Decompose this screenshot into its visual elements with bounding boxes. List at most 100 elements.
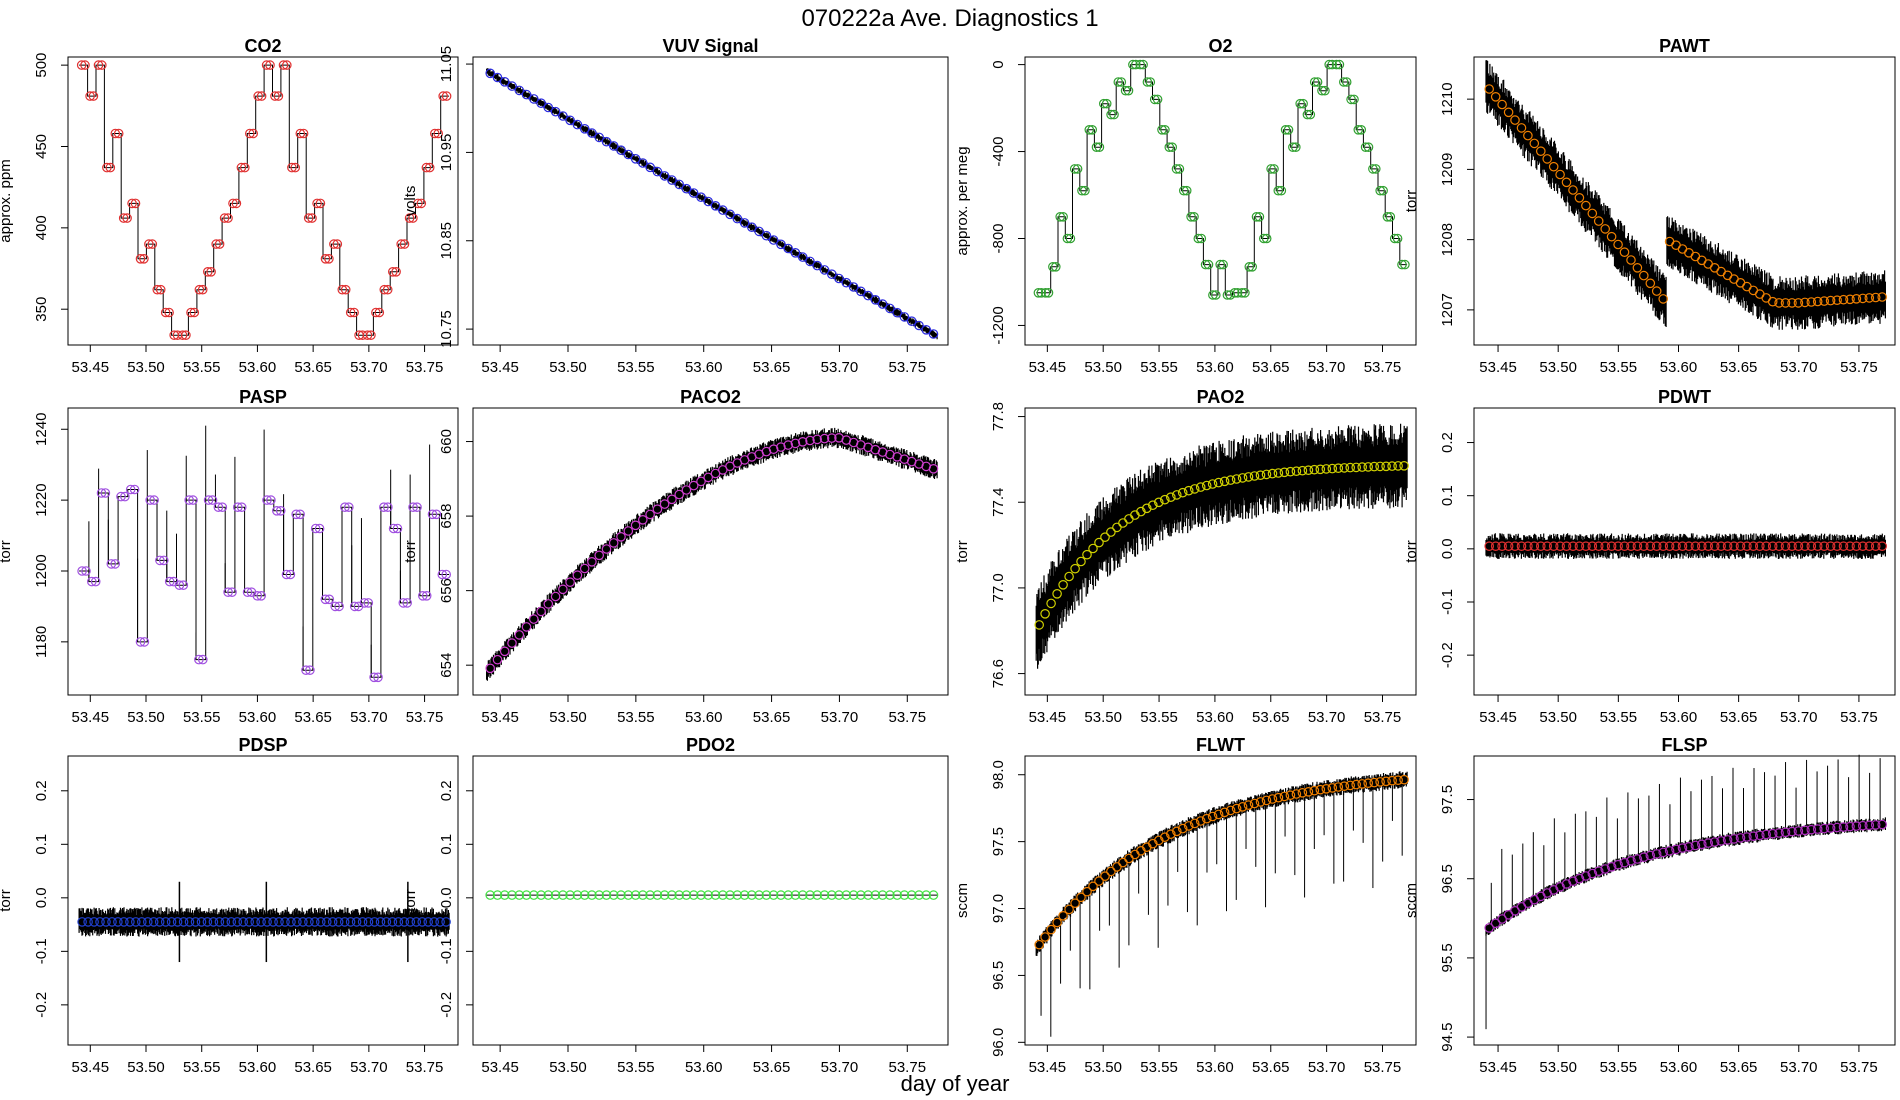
data-point — [228, 198, 238, 209]
data-point — [262, 917, 272, 927]
data-point — [1266, 164, 1276, 174]
data-point — [310, 523, 321, 534]
data-point — [1703, 541, 1713, 551]
data-point — [334, 601, 344, 612]
data-point — [1211, 290, 1221, 300]
data-point — [1128, 59, 1138, 70]
y-axis-label: approx. ppm — [0, 159, 14, 242]
x-tick-label: 53.45 — [481, 709, 519, 726]
data-point — [1345, 462, 1355, 473]
data-point — [1484, 923, 1494, 933]
data-point — [1094, 876, 1104, 886]
data-point — [514, 85, 525, 96]
data-point — [1331, 59, 1342, 70]
data-point — [1787, 826, 1797, 837]
data-point — [1555, 169, 1565, 180]
data-point — [688, 188, 699, 198]
data-point — [1709, 837, 1720, 847]
data-point — [507, 890, 517, 900]
data-point — [1084, 125, 1095, 135]
data-point — [363, 917, 374, 927]
x-tick-label: 53.65 — [1252, 359, 1290, 376]
y-tick-label: 97.5 — [1439, 785, 1456, 814]
data-point — [1101, 98, 1112, 109]
data-point — [1309, 77, 1320, 87]
data-point — [135, 253, 146, 264]
x-tick-label: 53.55 — [183, 359, 221, 376]
markers — [1034, 460, 1409, 630]
data-point — [1261, 233, 1272, 244]
data-point — [826, 433, 837, 443]
data-point — [1213, 477, 1224, 488]
data-point — [855, 286, 866, 297]
data-point — [1280, 125, 1291, 135]
data-point — [812, 434, 822, 445]
data-point — [421, 590, 432, 601]
data-point — [369, 672, 379, 683]
data-point — [381, 917, 392, 927]
data-point — [1561, 879, 1572, 889]
data-point — [674, 890, 684, 900]
x-tick-label: 53.70 — [1780, 1059, 1818, 1076]
data-point — [1369, 461, 1379, 472]
data-point — [1548, 161, 1559, 172]
data-point — [1851, 821, 1862, 831]
data-point — [776, 239, 786, 250]
data-point — [330, 601, 340, 612]
data-point — [899, 312, 910, 322]
data-point — [652, 166, 663, 177]
data-point — [507, 638, 517, 648]
data-point — [1503, 541, 1514, 551]
series-line — [79, 489, 450, 678]
data-point — [77, 566, 87, 576]
data-point — [536, 606, 546, 617]
data-point — [1249, 798, 1260, 809]
data-point — [1677, 541, 1688, 551]
data-point — [1516, 123, 1527, 133]
data-point — [1135, 59, 1145, 70]
data-point — [550, 890, 561, 900]
data-point — [270, 91, 280, 101]
data-point — [594, 550, 604, 561]
data-point — [1568, 541, 1578, 551]
data-point — [196, 917, 207, 927]
x-tick-label: 53.45 — [72, 359, 110, 376]
y-axis-label: torr — [954, 540, 971, 563]
data-point — [1138, 59, 1148, 70]
data-point — [240, 162, 250, 173]
x-tick-label: 53.60 — [239, 359, 277, 376]
data-point — [623, 526, 634, 536]
data-point — [507, 81, 517, 91]
y-tick-label: 76.6 — [990, 659, 1007, 688]
data-point — [1375, 461, 1385, 472]
panel-pdsp: PDSP torr -0.2 -0.1 0.0 0.1 0.2 53.45 53.50 53.55… — [0, 735, 459, 1076]
data-point — [402, 598, 412, 608]
markers — [485, 432, 939, 674]
data-point — [305, 665, 315, 675]
x-tick-label: 53.60 — [239, 1059, 277, 1076]
data-point — [1697, 839, 1707, 850]
data-point — [349, 307, 359, 318]
data-point — [543, 102, 554, 113]
data-point — [703, 196, 713, 207]
data-point — [667, 494, 677, 505]
panel-title: PDO2 — [686, 735, 735, 755]
data-point — [1317, 85, 1327, 96]
data-point — [1087, 125, 1097, 135]
data-point — [667, 890, 677, 900]
data-point — [281, 60, 292, 70]
data-point — [1529, 541, 1540, 551]
data-point — [630, 154, 641, 164]
data-point — [1574, 541, 1585, 551]
panel-pawt: PAWT torr 1207 1208 1209 1210 53.45 53.50 53.55 5… — [1403, 36, 1896, 376]
x-tick-label: 53.45 — [481, 359, 519, 376]
y-tick-label: 0 — [990, 60, 1007, 68]
data-point — [337, 284, 348, 295]
y-tick-label: 0.0 — [33, 887, 50, 908]
y-tick-label: 95.5 — [1439, 943, 1456, 972]
data-point — [587, 890, 597, 900]
data-point — [761, 890, 772, 900]
data-point — [1671, 541, 1681, 551]
data-point — [1542, 541, 1552, 551]
panel-title: VUV Signal — [662, 36, 758, 56]
